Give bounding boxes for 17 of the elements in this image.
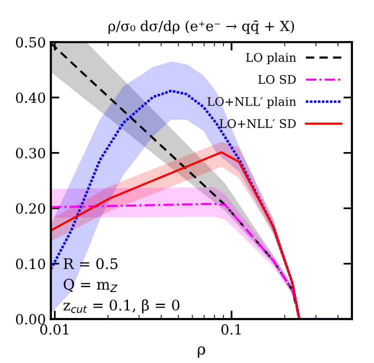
y-tick-label: 0.20	[16, 203, 46, 214]
y-tick-label: 0.50	[16, 37, 46, 48]
y-tick-label: 0.00	[16, 314, 46, 325]
legend-label: LO plain	[246, 52, 296, 64]
y-tick-label: 0.30	[16, 148, 46, 158]
y-tick-label: 0.40	[16, 92, 46, 103]
x-tick-label: 0.01	[40, 324, 68, 335]
legend-label: LO SD	[258, 74, 296, 84]
x-axis-title: ρ	[198, 346, 206, 358]
annotation: z$_{cut}$ = 0.1, β = 0	[63, 299, 180, 314]
x-tick-label: 0.1	[221, 324, 241, 335]
chart-title: ρ/σ₀ dσ/dρ (e⁺e⁻ → qq̄ + X)	[108, 20, 294, 34]
y-tick-label: 0.10	[16, 258, 46, 270]
annotation: R = 0.5	[64, 258, 118, 270]
annotation: Q = m$_{Z}$	[64, 278, 118, 292]
legend-label: LO+NLL′ plain	[207, 96, 296, 108]
legend-label: LO+NLL′ SD	[220, 119, 296, 128]
